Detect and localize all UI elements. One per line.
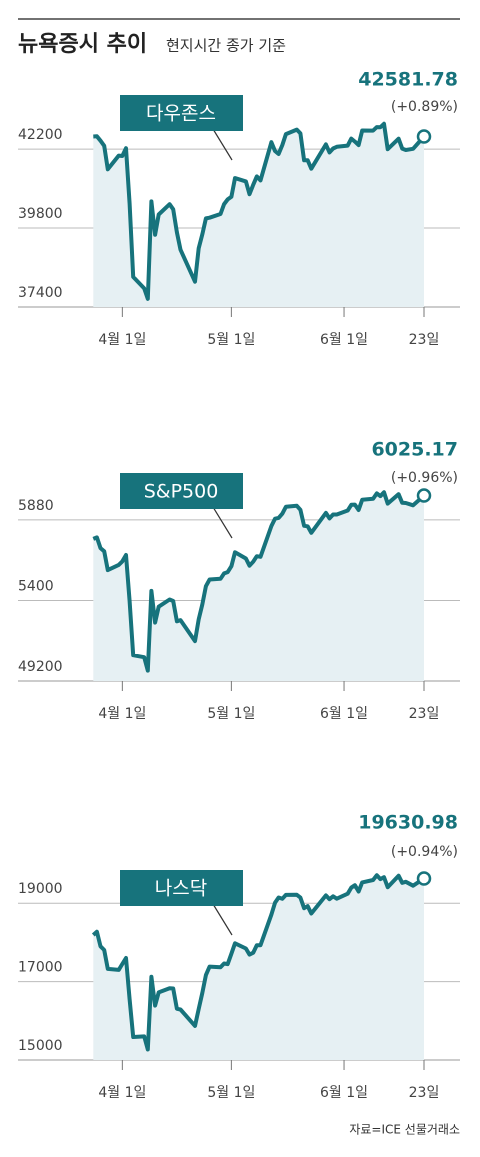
x-tick-label: 6월 1일 bbox=[320, 706, 368, 722]
y-tick-label: 17000 bbox=[18, 960, 63, 976]
pointer bbox=[212, 903, 233, 936]
y-tick-label: 15000 bbox=[18, 1038, 63, 1054]
x-tick-label: 23일 bbox=[409, 1085, 440, 1101]
series-name: S&P500 bbox=[144, 481, 219, 503]
area bbox=[93, 492, 425, 681]
x-tick-label: 4월 1일 bbox=[98, 1085, 146, 1101]
last-value-label: 19630.98 bbox=[358, 812, 458, 834]
label-box bbox=[120, 870, 243, 906]
x-tick-label: 6월 1일 bbox=[320, 1085, 368, 1101]
x-tick-label: 5월 1일 bbox=[207, 1085, 255, 1101]
x-tick-label: 4월 1일 bbox=[98, 706, 146, 722]
x-tick-label: 5월 1일 bbox=[207, 706, 255, 722]
subtitle: 현지시간 종가 기준 bbox=[166, 37, 286, 55]
x-tick-label: 23일 bbox=[409, 706, 440, 722]
pointer bbox=[212, 128, 233, 161]
series-name: 나스닥 bbox=[155, 878, 207, 900]
y-tick-label: 39800 bbox=[18, 206, 63, 222]
change-label: (+0.96%) bbox=[391, 470, 458, 486]
change-label: (+0.89%) bbox=[391, 99, 458, 115]
last-value-label: 42581.78 bbox=[358, 69, 458, 91]
label-box bbox=[120, 95, 243, 131]
end-point bbox=[416, 871, 432, 886]
line bbox=[93, 121, 426, 301]
last-value-label: 6025.17 bbox=[371, 439, 458, 461]
end-point bbox=[416, 129, 432, 144]
y-tick-label: 49200 bbox=[18, 659, 63, 675]
area bbox=[93, 875, 425, 1060]
y-tick-label: 19000 bbox=[18, 881, 63, 897]
y-tick-label: 42200 bbox=[18, 127, 63, 143]
source: 자료=ICE 선물거래소 bbox=[349, 1123, 460, 1137]
label-box bbox=[120, 473, 243, 509]
y-tick-label: 5880 bbox=[18, 498, 54, 514]
title: 뉴욕증시 추이 bbox=[18, 32, 147, 57]
x-tick-label: 23일 bbox=[409, 332, 440, 348]
pointer bbox=[212, 506, 233, 539]
series-name: 다우존스 bbox=[146, 103, 216, 125]
y-tick-label: 37400 bbox=[18, 285, 63, 301]
area bbox=[93, 123, 425, 307]
change-label: (+0.94%) bbox=[391, 844, 458, 860]
x-tick-label: 6월 1일 bbox=[320, 332, 368, 348]
end-point bbox=[416, 488, 432, 503]
x-tick-label: 4월 1일 bbox=[98, 332, 146, 348]
x-tick-label: 5월 1일 bbox=[207, 332, 255, 348]
y-tick-label: 5400 bbox=[18, 578, 54, 594]
line bbox=[92, 490, 426, 673]
line bbox=[91, 873, 426, 1052]
